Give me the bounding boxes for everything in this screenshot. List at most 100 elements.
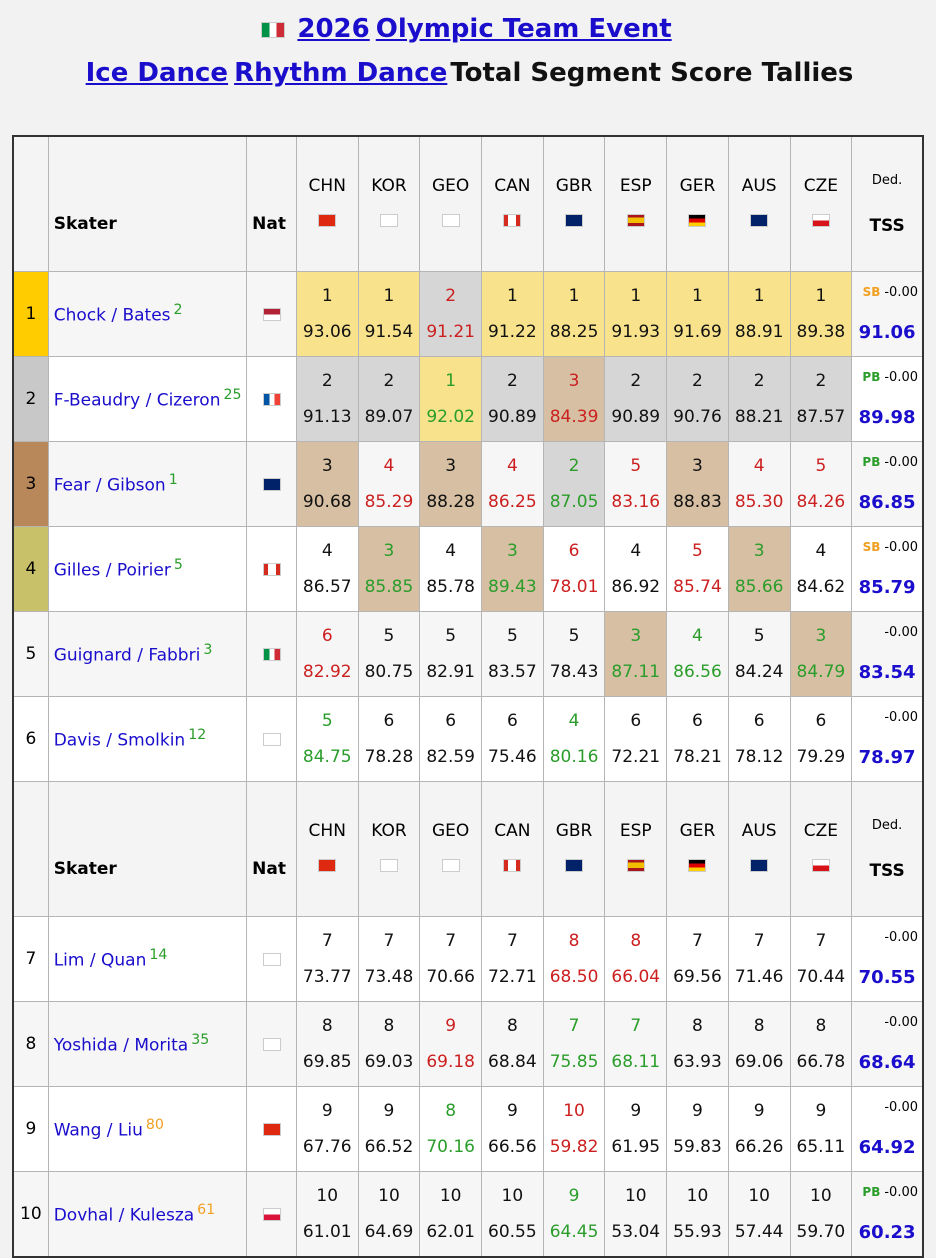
placement: 3 bbox=[753, 541, 765, 561]
link[interactable]: Olympic Team Event bbox=[375, 14, 672, 44]
score: 78.21 bbox=[673, 747, 722, 767]
judge-score: 3 88.28 bbox=[419, 441, 482, 527]
link[interactable]: Ice Dance bbox=[85, 58, 229, 88]
tss-link[interactable]: 89.98 bbox=[858, 407, 916, 428]
seed: 61 bbox=[197, 1202, 216, 1219]
skater-link[interactable]: Lim / Quan bbox=[53, 950, 147, 971]
total: -0.00 83.54 bbox=[851, 611, 924, 697]
deduction: -0.00 bbox=[852, 1100, 922, 1115]
placement: 6 bbox=[815, 711, 827, 731]
judge-name: GER bbox=[679, 821, 716, 841]
placement: 9 bbox=[753, 1101, 765, 1121]
judge-score: 1 88.25 bbox=[542, 271, 606, 357]
judge-score: 7 75.85 bbox=[542, 1001, 606, 1087]
placement: 10 bbox=[624, 1186, 647, 1206]
tss-link[interactable]: 78.97 bbox=[858, 747, 916, 768]
judge-score: 8 66.04 bbox=[604, 916, 668, 1002]
score: 78.28 bbox=[364, 747, 414, 767]
skater-link[interactable]: F-Beaudry / Cizeron bbox=[53, 390, 221, 411]
judge-score: 4 85.29 bbox=[357, 441, 421, 527]
link[interactable]: Rhythm Dance bbox=[234, 58, 448, 88]
score: 71.46 bbox=[734, 967, 784, 987]
nat bbox=[246, 271, 297, 357]
placement: 1 bbox=[692, 286, 703, 306]
score: 53.04 bbox=[611, 1222, 661, 1242]
score: 85.30 bbox=[734, 492, 784, 512]
placement: 6 bbox=[753, 711, 765, 731]
tss-link[interactable]: 64.92 bbox=[858, 1137, 916, 1158]
rank: 9 bbox=[12, 1086, 49, 1172]
seed: 12 bbox=[188, 727, 207, 744]
ded-value: -0.00 bbox=[884, 930, 918, 945]
placement: 10 bbox=[378, 1186, 400, 1206]
skater: Guignard / Fabbri 3 bbox=[47, 611, 248, 697]
placement: 3 bbox=[568, 371, 580, 391]
link[interactable]: 2026 bbox=[297, 14, 370, 44]
score: 90.68 bbox=[302, 492, 352, 512]
rank: 2 bbox=[12, 356, 49, 442]
header-row: Skater Nat CHN KOR GEO CAN GBR ESP GER AUS CZE Ded.… bbox=[12, 781, 924, 917]
judge-score: 10 60.55 bbox=[481, 1171, 544, 1258]
flag-icon bbox=[262, 478, 281, 491]
score: 66.52 bbox=[364, 1137, 414, 1157]
placement: 9 bbox=[630, 1101, 642, 1121]
score: 91.69 bbox=[673, 322, 722, 342]
score: 85.85 bbox=[364, 577, 414, 597]
judge-score: 2 90.89 bbox=[604, 356, 668, 442]
nat bbox=[246, 916, 297, 1002]
judge-header: CZE bbox=[789, 135, 853, 272]
placement: 8 bbox=[630, 931, 642, 951]
skater-link[interactable]: Fear / Gibson bbox=[53, 475, 166, 496]
judge-header: GER bbox=[666, 781, 729, 917]
score: 88.83 bbox=[673, 492, 722, 512]
judge-score: 6 72.21 bbox=[604, 696, 668, 782]
judge-name: CAN bbox=[494, 821, 531, 841]
placement: 10 bbox=[316, 1186, 339, 1206]
judge-header: AUS bbox=[727, 781, 791, 917]
flag-icon bbox=[811, 214, 830, 227]
score: 68.50 bbox=[549, 967, 599, 987]
judge-score: 4 85.30 bbox=[727, 441, 791, 527]
page: 2026 Olympic Team Event Ice Dance Rhythm D… bbox=[12, 14, 924, 1258]
skater-link[interactable]: Yoshida / Morita bbox=[53, 1035, 189, 1056]
judge-score: 10 62.01 bbox=[419, 1171, 482, 1258]
tss-link[interactable]: 68.64 bbox=[858, 1052, 916, 1073]
judge-score: 7 72.71 bbox=[481, 916, 544, 1002]
tss-link[interactable]: 86.85 bbox=[858, 492, 916, 513]
judge-score: 7 73.48 bbox=[357, 916, 421, 1002]
judge-score: 10 61.01 bbox=[295, 1171, 359, 1258]
skater-link[interactable]: Gilles / Poirier bbox=[53, 560, 171, 581]
score: 59.70 bbox=[796, 1222, 846, 1242]
flag-icon bbox=[750, 859, 769, 872]
skater-link[interactable]: Dovhal / Kulesza bbox=[53, 1205, 195, 1226]
flag-icon bbox=[262, 1038, 281, 1051]
judge-header: ESP bbox=[604, 135, 668, 272]
tss-link[interactable]: 85.79 bbox=[858, 577, 916, 598]
tss-link[interactable]: 91.06 bbox=[858, 322, 916, 343]
judge-score: 9 59.83 bbox=[666, 1086, 729, 1172]
score: 92.02 bbox=[426, 407, 475, 427]
skater-link[interactable]: Chock / Bates bbox=[53, 305, 171, 326]
tss-link[interactable]: 60.23 bbox=[858, 1222, 916, 1243]
judge-score: 10 53.04 bbox=[604, 1171, 668, 1258]
skater-link[interactable]: Davis / Smolkin bbox=[53, 730, 186, 751]
score: 88.91 bbox=[734, 322, 784, 342]
nat bbox=[246, 611, 297, 697]
skater-link[interactable]: Guignard / Fabbri bbox=[53, 645, 201, 666]
tss-link[interactable]: 83.54 bbox=[858, 662, 916, 683]
skater-link[interactable]: Wang / Liu bbox=[53, 1120, 143, 1141]
judge-score: 3 90.68 bbox=[295, 441, 359, 527]
score: 64.69 bbox=[364, 1222, 414, 1242]
ded-value: -0.00 bbox=[884, 1015, 918, 1030]
judge-score: 3 89.43 bbox=[481, 526, 544, 612]
judge-score: 1 92.02 bbox=[419, 356, 482, 442]
skater-row: 4 Gilles / Poirier 5 4 86.57 3 85.85 4 85.78 3 89.… bbox=[12, 526, 924, 612]
score: 62.01 bbox=[426, 1222, 475, 1242]
placement: 10 bbox=[748, 1186, 770, 1206]
judge-score: 1 93.06 bbox=[295, 271, 359, 357]
deduction: SB -0.00 bbox=[852, 540, 922, 555]
tss-link[interactable]: 70.55 bbox=[858, 967, 916, 988]
placement: 2 bbox=[568, 456, 580, 476]
score: 89.43 bbox=[488, 577, 537, 597]
judge-score: 5 84.26 bbox=[789, 441, 853, 527]
